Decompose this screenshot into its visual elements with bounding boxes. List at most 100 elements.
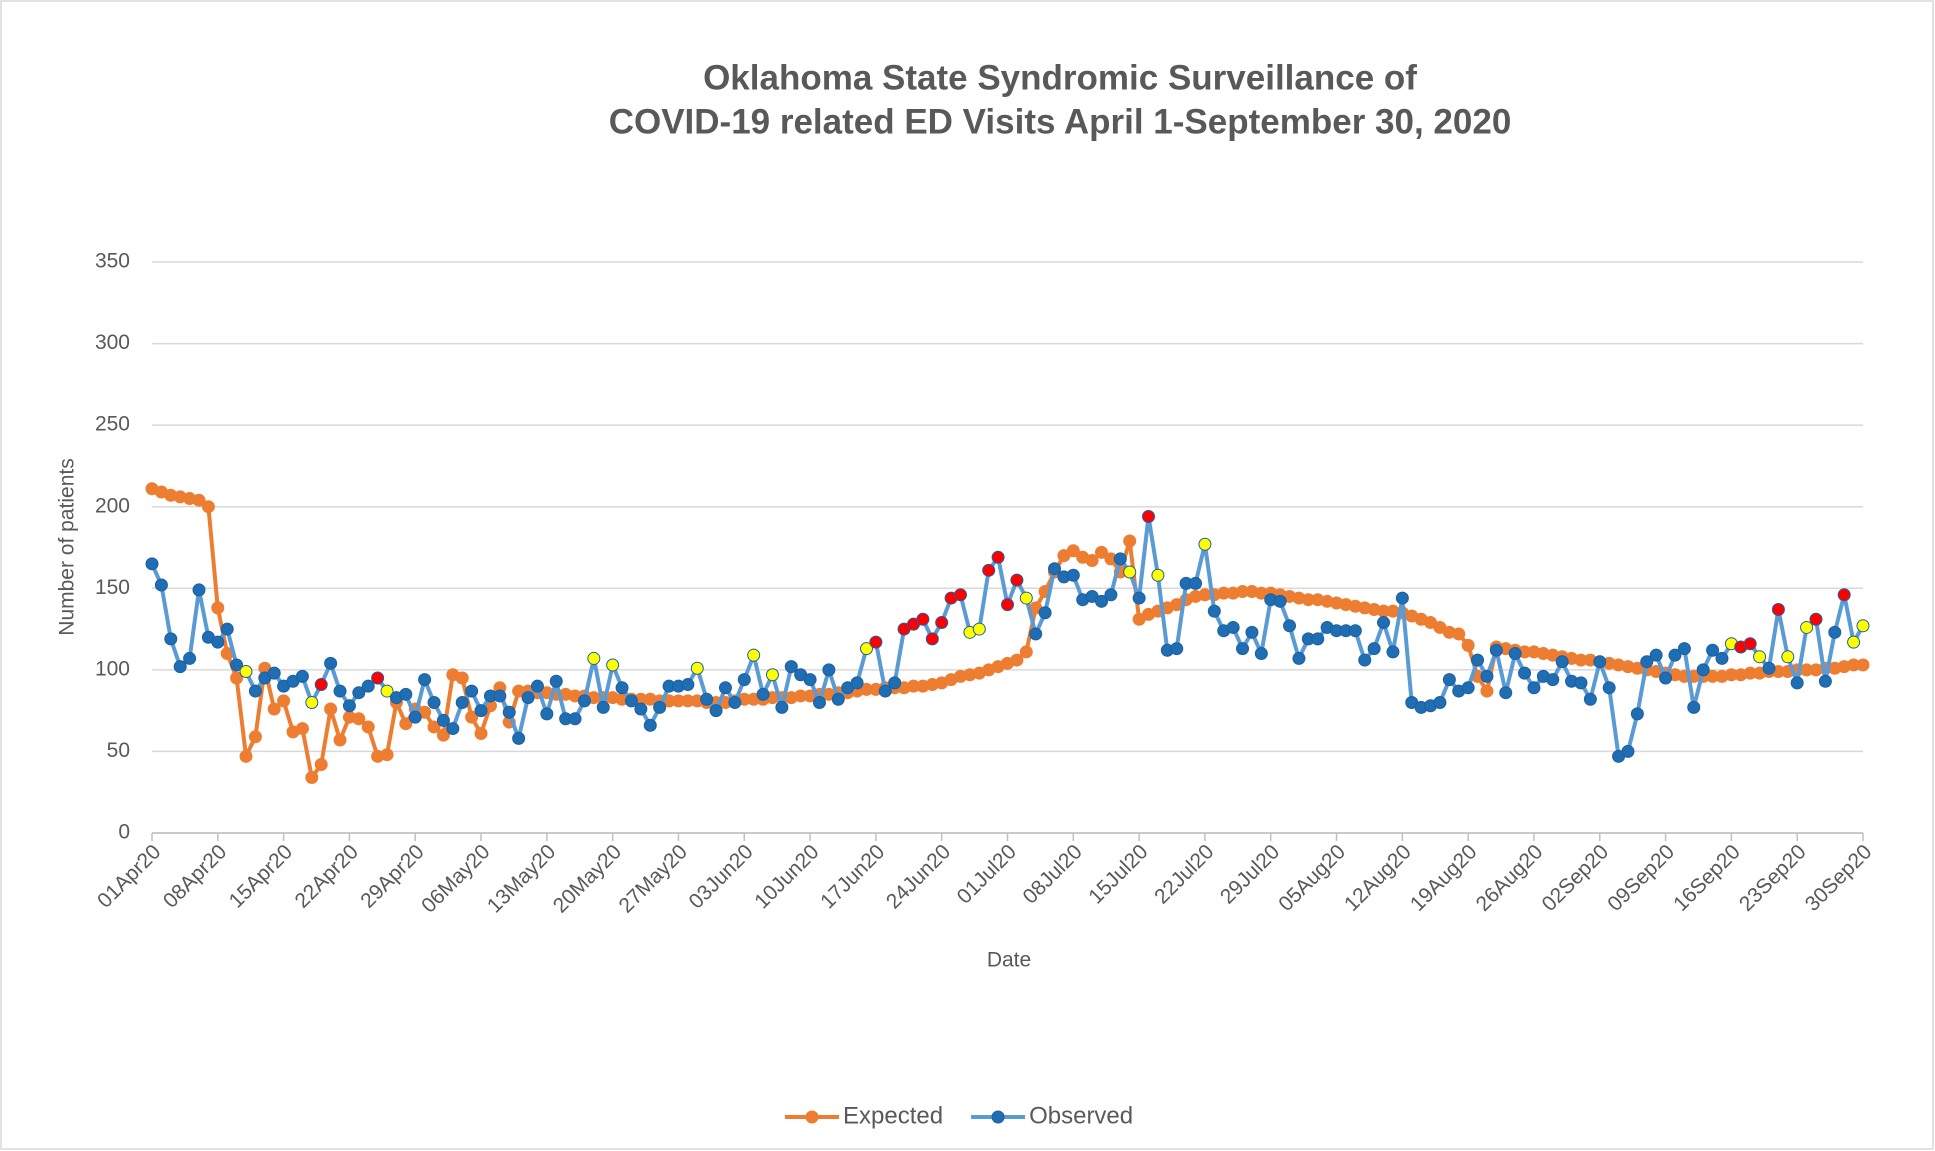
point (1809, 612, 1823, 626)
point (295, 722, 309, 736)
point (1433, 695, 1447, 709)
point (267, 666, 281, 680)
legend-marker (805, 1110, 819, 1124)
y-tick-label: 350 (95, 250, 130, 273)
point (812, 695, 826, 709)
point (756, 687, 770, 701)
point (211, 635, 225, 649)
point (1283, 619, 1297, 633)
point (1010, 653, 1024, 667)
point (1781, 650, 1795, 664)
point (1706, 643, 1720, 657)
point (1555, 655, 1569, 669)
point (1856, 658, 1870, 672)
point (1546, 673, 1560, 687)
point (427, 720, 441, 734)
point (436, 713, 450, 727)
point (239, 749, 253, 763)
point (1254, 647, 1268, 661)
point (1480, 669, 1494, 683)
point (1687, 700, 1701, 714)
point (1029, 627, 1043, 641)
point (192, 493, 206, 507)
point (596, 700, 610, 714)
point (935, 616, 949, 630)
point (314, 678, 328, 692)
point (455, 695, 469, 709)
point (1113, 552, 1127, 566)
point (1452, 627, 1466, 641)
point (1001, 598, 1014, 612)
point (1245, 625, 1259, 639)
point (831, 692, 845, 706)
point (493, 689, 507, 703)
point (248, 730, 262, 744)
point (747, 648, 761, 662)
point (1085, 554, 1099, 568)
point (371, 671, 385, 685)
point (1790, 676, 1804, 690)
point (446, 722, 460, 736)
point (1828, 625, 1842, 639)
point (418, 673, 432, 687)
y-tick-label: 0 (118, 821, 130, 844)
point (587, 651, 601, 665)
point (1847, 635, 1861, 649)
point (1659, 671, 1673, 685)
point (474, 726, 488, 740)
point (1602, 681, 1616, 695)
point (728, 695, 742, 709)
point (1837, 588, 1851, 602)
point (521, 691, 535, 705)
point (1640, 655, 1654, 669)
point (512, 731, 526, 745)
y-axis-label: Number of patients (56, 458, 79, 635)
point (465, 684, 479, 698)
point (1348, 624, 1362, 638)
point (1095, 545, 1109, 559)
point (803, 673, 817, 687)
point (1151, 568, 1165, 582)
point (1715, 651, 1729, 665)
point (1471, 653, 1485, 667)
point (568, 712, 582, 726)
point (145, 557, 159, 571)
point (1123, 534, 1137, 548)
point (1771, 602, 1785, 616)
point (1753, 650, 1767, 664)
point (1508, 647, 1522, 661)
point (455, 671, 469, 685)
point (305, 771, 319, 785)
point (643, 718, 657, 732)
point (1038, 606, 1052, 620)
point (1189, 576, 1203, 590)
point (784, 660, 798, 674)
point (502, 705, 516, 719)
point (305, 695, 319, 709)
point (220, 622, 234, 636)
point (1583, 692, 1597, 706)
x-axis-label: Date (987, 949, 1031, 972)
point (1649, 648, 1663, 662)
point (775, 700, 789, 714)
point (154, 578, 168, 592)
chart-title: COVID-19 related ED Visits April 1-Septe… (609, 102, 1512, 141)
point (1818, 674, 1832, 688)
point (295, 669, 309, 683)
point (239, 664, 253, 678)
point (408, 710, 422, 724)
point (1019, 645, 1033, 659)
point (1207, 604, 1221, 618)
point (606, 658, 620, 672)
point (653, 700, 667, 714)
point (314, 757, 328, 771)
point (1226, 620, 1240, 634)
point (361, 679, 375, 693)
point (615, 681, 629, 695)
legend-label: Observed (1029, 1102, 1133, 1129)
point (1527, 681, 1541, 695)
point (183, 651, 197, 665)
y-tick-label: 300 (95, 331, 130, 354)
